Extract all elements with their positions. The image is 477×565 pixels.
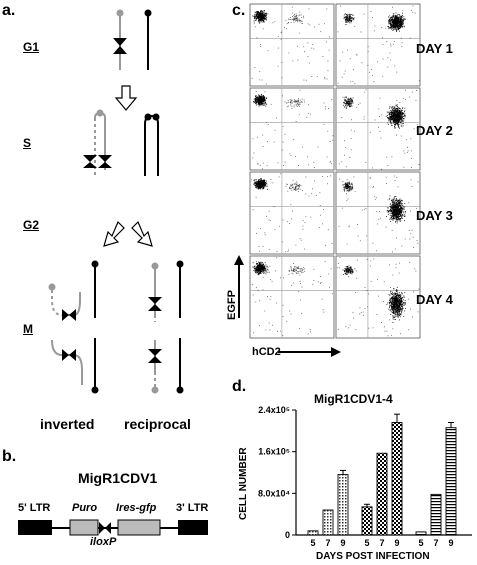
day-label-3: DAY 3 (416, 208, 453, 223)
arrow-right-icon (131, 220, 153, 247)
flow-plot (249, 255, 335, 339)
phase-label-s: S (23, 136, 32, 150)
loxp-bowtie-icon (98, 155, 112, 168)
construct-title: MigR1CDV1 (78, 470, 158, 486)
label-inverted: inverted (40, 416, 95, 432)
loxp-bowtie-icon (148, 297, 162, 311)
day-label-1: DAY 1 (416, 41, 453, 56)
panel-label-a: a. (2, 2, 16, 19)
loxp-bowtie-icon (62, 349, 76, 361)
flow-plot (335, 255, 421, 339)
chart-title: MigR1CDV1-4 (314, 392, 393, 406)
down-arrow-icon (114, 85, 138, 111)
label-ires-gfp: Ires-gfp (116, 502, 157, 514)
chromosome-diagram (48, 9, 184, 394)
flow-plot (249, 3, 335, 87)
day-label-2: DAY 2 (416, 123, 453, 138)
flow-plot (335, 171, 421, 255)
flow-plot (335, 3, 421, 87)
s-phase-chromatids (83, 109, 160, 176)
label-iloxp: iloxP (90, 536, 117, 548)
flow-xlabel: hCD2 (252, 346, 281, 358)
panel-label-b: b. (2, 448, 17, 465)
panel-label-d: d. (232, 378, 247, 395)
flow-plot (335, 87, 421, 171)
g1-chromatids (113, 9, 152, 70)
flow-plot (249, 171, 335, 255)
reciprocal-products (148, 260, 184, 394)
label-reciprocal: reciprocal (124, 416, 191, 432)
loxp-bowtie-icon (62, 309, 76, 321)
label-3-ltr: 3' LTR (176, 502, 209, 514)
day-label-4: DAY 4 (416, 292, 453, 307)
chart-xlabel: DAYS POST INFECTION (316, 551, 430, 562)
flow-ylabel: EGFP (226, 290, 238, 320)
arrow-left-icon (103, 220, 125, 247)
inverted-products (48, 260, 99, 394)
loxp-bowtie-icon (113, 38, 127, 54)
phase-label-m: M (23, 322, 33, 336)
label-5-ltr: 5' LTR (18, 502, 51, 514)
loxp-bowtie-icon (148, 349, 162, 363)
chart-ylabel: CELL NUMBER (238, 447, 249, 520)
label-puro: Puro (72, 502, 98, 514)
flow-plot (249, 87, 335, 171)
phase-label-g1: G1 (23, 40, 40, 54)
phase-label-g2: G2 (23, 218, 40, 232)
loxp-bowtie-icon (83, 155, 97, 168)
panel-label-c: c. (232, 2, 246, 19)
